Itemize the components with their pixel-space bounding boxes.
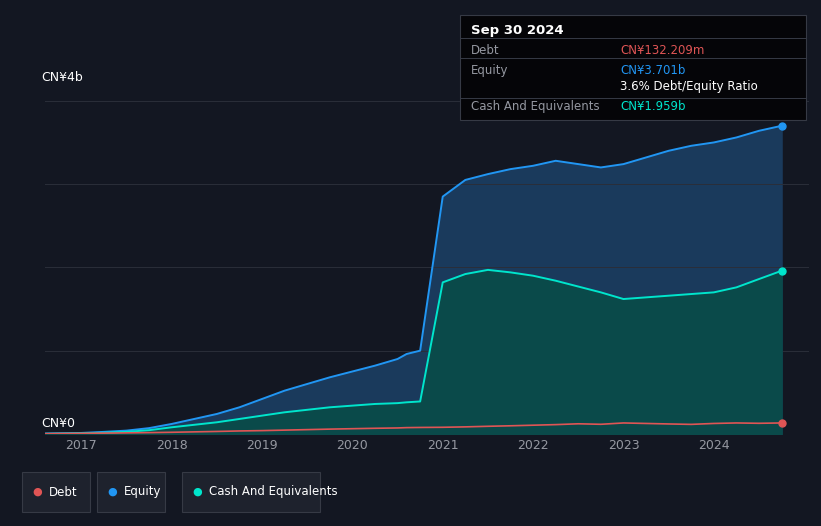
Text: CN¥4b: CN¥4b <box>41 71 83 84</box>
Text: Debt: Debt <box>49 485 78 499</box>
Text: CN¥3.701b: CN¥3.701b <box>620 64 686 77</box>
Text: Cash And Equivalents: Cash And Equivalents <box>209 485 337 499</box>
Text: Sep 30 2024: Sep 30 2024 <box>470 24 563 37</box>
Text: CN¥132.209m: CN¥132.209m <box>620 44 704 57</box>
Text: 3.6% Debt/Equity Ratio: 3.6% Debt/Equity Ratio <box>620 80 758 93</box>
Text: Cash And Equivalents: Cash And Equivalents <box>470 100 599 114</box>
Text: Debt: Debt <box>470 44 499 57</box>
Text: CN¥0: CN¥0 <box>41 418 76 430</box>
Text: ●: ● <box>32 487 42 497</box>
Text: ●: ● <box>107 487 117 497</box>
Text: Equity: Equity <box>124 485 162 499</box>
Text: ●: ● <box>192 487 202 497</box>
Text: Equity: Equity <box>470 64 508 77</box>
Text: CN¥1.959b: CN¥1.959b <box>620 100 686 114</box>
